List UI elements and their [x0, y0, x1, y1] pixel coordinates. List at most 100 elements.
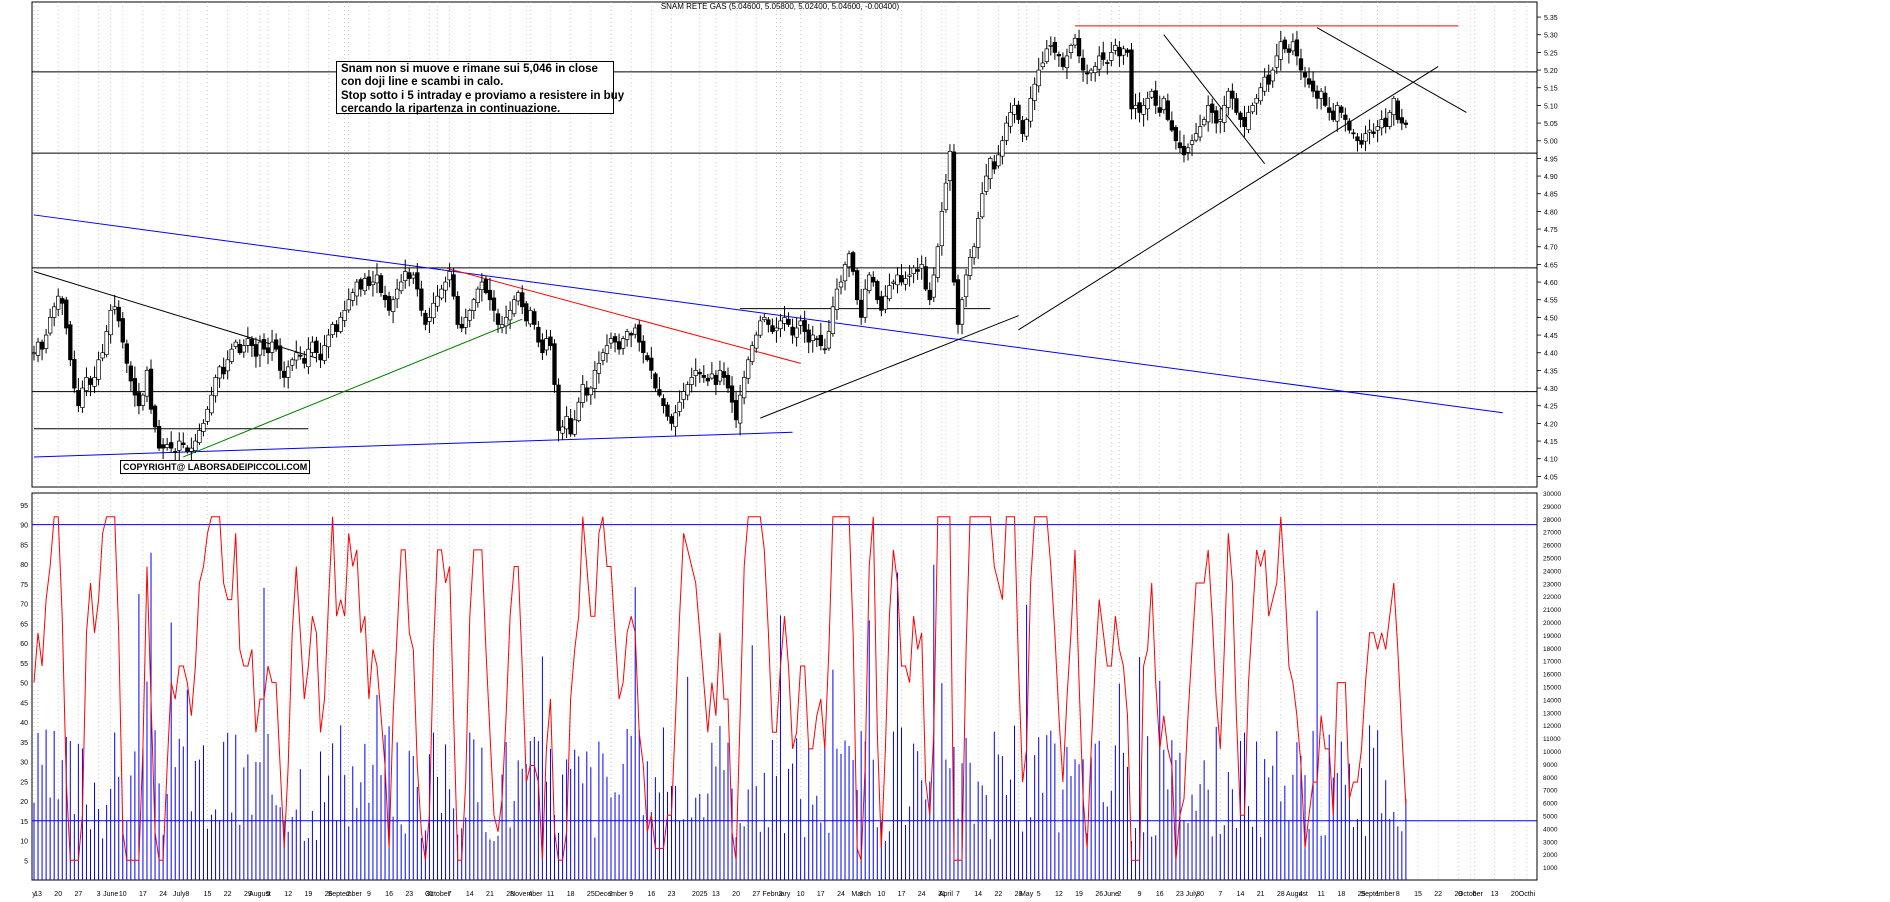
- oscillator-tick-label: 90: [20, 523, 28, 530]
- candle-body: [677, 401, 682, 412]
- price-tick-label: 5.10: [1544, 103, 1558, 110]
- candle-body: [971, 246, 977, 259]
- x-tick-label: 28: [506, 891, 514, 898]
- candle-body: [1040, 62, 1045, 68]
- candle-body: [257, 341, 263, 356]
- volume-tick-label: 9000: [1543, 762, 1558, 769]
- candle-body: [863, 288, 868, 318]
- candle-body: [431, 302, 436, 319]
- price-tick-label: 4.15: [1544, 439, 1558, 446]
- candle-body: [1201, 119, 1207, 126]
- volume-tick-label: 2000: [1543, 852, 1558, 859]
- candle-body: [467, 309, 472, 321]
- candle-body: [786, 318, 791, 325]
- candle-body: [1343, 114, 1348, 120]
- candle-body: [927, 289, 932, 301]
- candle-body: [382, 294, 388, 301]
- candle-body: [1052, 42, 1057, 53]
- price-tick-label: 4.40: [1544, 351, 1558, 358]
- x-tick-label: July: [173, 891, 186, 898]
- candle-body: [1246, 112, 1251, 130]
- candle-body: [451, 274, 456, 297]
- candle-body: [177, 440, 182, 451]
- price-tick-label: 4.10: [1544, 457, 1558, 464]
- candle-body: [128, 365, 133, 382]
- trendline: [1018, 66, 1439, 331]
- candle-body: [1076, 38, 1082, 57]
- candle-body: [552, 343, 557, 385]
- oscillator-tick-label: 85: [20, 542, 28, 549]
- candle-body: [895, 274, 900, 286]
- candle-body: [536, 326, 541, 343]
- candle-body: [992, 161, 997, 170]
- x-tick-label: 21: [1257, 891, 1265, 898]
- volume-tick-label: 17000: [1543, 659, 1561, 666]
- candle-body: [842, 264, 848, 282]
- candle-body: [415, 272, 420, 290]
- candle-body: [1351, 132, 1356, 135]
- x-tick-label: 1: [1376, 891, 1380, 898]
- candle-body: [334, 324, 339, 332]
- candle-body: [1141, 105, 1146, 115]
- candle-body: [1242, 116, 1247, 127]
- x-tick-label: y: [32, 891, 36, 898]
- candle-body: [883, 295, 888, 310]
- candle-body: [1133, 105, 1138, 109]
- candle-body: [681, 391, 686, 400]
- candle-body: [1218, 119, 1223, 122]
- candle-body: [689, 377, 694, 385]
- candle-body: [205, 408, 210, 422]
- candle-body: [725, 374, 731, 389]
- volume-tick-label: 26000: [1543, 543, 1561, 550]
- volume-tick-label: 22000: [1543, 594, 1561, 601]
- candle-body: [491, 297, 497, 311]
- candle-body: [181, 442, 186, 445]
- candle-body: [64, 299, 69, 329]
- volume-tick-label: 29000: [1543, 504, 1561, 511]
- candle-body: [879, 296, 884, 311]
- oscillator-tick-label: 55: [20, 661, 28, 668]
- candle-body: [495, 313, 501, 325]
- candle-body: [447, 271, 452, 281]
- candle-body: [374, 274, 380, 284]
- candle-body: [1028, 97, 1033, 122]
- candle-body: [1016, 104, 1021, 120]
- candle-body: [1149, 90, 1154, 98]
- candle-body: [1012, 105, 1017, 115]
- candle-body: [1189, 140, 1195, 145]
- candle-body: [641, 340, 646, 354]
- candle-body: [737, 394, 743, 424]
- candle-body: [1169, 120, 1175, 131]
- x-tick-label: September: [1361, 891, 1396, 898]
- candle-body: [899, 275, 904, 283]
- candle-body: [152, 405, 158, 428]
- x-tick-label: 21: [486, 891, 494, 898]
- candle-body: [487, 289, 493, 301]
- price-tick-label: 4.50: [1544, 315, 1558, 322]
- price-tick-label: 4.60: [1544, 280, 1558, 287]
- candle-body: [213, 377, 218, 397]
- x-tick-label: 22: [994, 891, 1002, 898]
- candle-body: [1044, 48, 1049, 62]
- price-tick-label: 5.00: [1544, 139, 1558, 146]
- oscillator-tick-label: 15: [20, 819, 28, 826]
- candle-body: [233, 341, 238, 347]
- candle-body: [1117, 46, 1122, 57]
- volume-tick-label: 23000: [1543, 581, 1561, 588]
- candle-body: [43, 334, 49, 349]
- candle-body: [201, 423, 206, 432]
- x-tick-label: 20: [732, 891, 740, 898]
- volume-tick-label: 18000: [1543, 646, 1561, 653]
- candle-body: [697, 371, 702, 375]
- volume-tick-label: 5000: [1543, 814, 1558, 821]
- x-tick-label: 22: [224, 891, 232, 898]
- candle-body: [959, 299, 965, 325]
- candle-body: [1286, 48, 1292, 53]
- candle-body: [346, 299, 351, 311]
- x-tick-label: March: [851, 891, 871, 898]
- x-tick-label: February: [762, 891, 791, 898]
- candle-body: [136, 392, 142, 407]
- candle-body: [516, 292, 521, 302]
- candle-body: [1036, 69, 1041, 87]
- x-tick-label: 17: [898, 891, 906, 898]
